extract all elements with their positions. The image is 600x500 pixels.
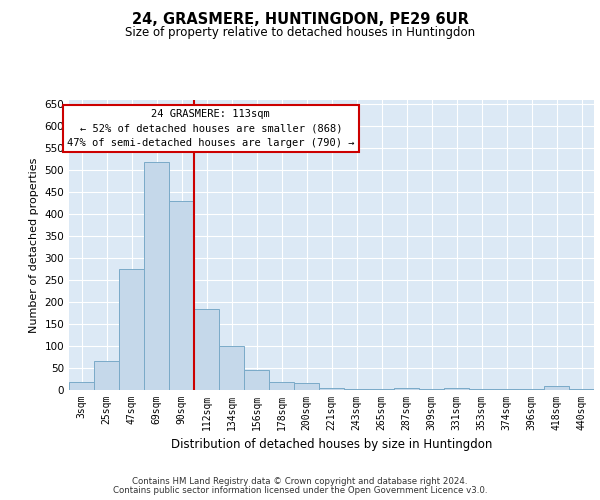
Text: Contains HM Land Registry data © Crown copyright and database right 2024.: Contains HM Land Registry data © Crown c…	[132, 477, 468, 486]
Bar	[544, 386, 569, 390]
Text: Size of property relative to detached houses in Huntingdon: Size of property relative to detached ho…	[125, 26, 475, 39]
Bar	[144, 162, 169, 390]
Bar	[119, 269, 144, 390]
Bar	[419, 389, 444, 390]
Bar	[69, 382, 94, 390]
Bar	[319, 388, 344, 390]
Bar	[394, 388, 419, 390]
Bar	[519, 389, 544, 390]
Bar	[344, 389, 369, 390]
Bar	[219, 346, 244, 390]
Bar	[244, 370, 269, 390]
Bar	[494, 389, 519, 390]
Bar	[569, 389, 594, 390]
Bar	[169, 201, 194, 390]
Text: 24, GRASMERE, HUNTINGDON, PE29 6UR: 24, GRASMERE, HUNTINGDON, PE29 6UR	[131, 12, 469, 28]
Bar	[469, 389, 494, 390]
Text: 24 GRASMERE: 113sqm
← 52% of detached houses are smaller (868)
47% of semi-detac: 24 GRASMERE: 113sqm ← 52% of detached ho…	[67, 108, 355, 148]
Text: Contains public sector information licensed under the Open Government Licence v3: Contains public sector information licen…	[113, 486, 487, 495]
Bar	[444, 388, 469, 390]
Bar	[269, 382, 294, 390]
Bar	[94, 362, 119, 390]
X-axis label: Distribution of detached houses by size in Huntingdon: Distribution of detached houses by size …	[171, 438, 492, 452]
Y-axis label: Number of detached properties: Number of detached properties	[29, 158, 39, 332]
Bar	[369, 389, 394, 390]
Bar	[194, 308, 219, 390]
Bar	[294, 384, 319, 390]
